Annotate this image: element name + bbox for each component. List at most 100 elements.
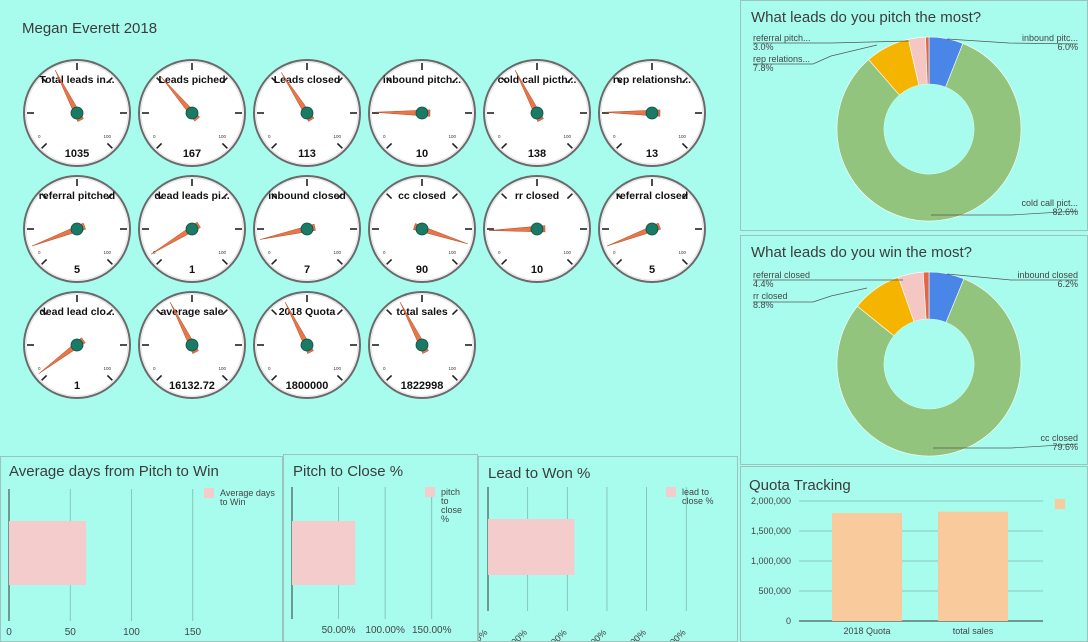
gauge-inner-ring: [485, 177, 589, 281]
x-tick-label: 10.00%: [540, 627, 569, 641]
gauge-max-label: 100: [448, 250, 456, 255]
gauge: total sales 0 100 1822998: [366, 289, 478, 401]
gauge-min-label: 0: [268, 134, 271, 139]
gauge-tick: [271, 142, 278, 149]
gauge-tick: [566, 193, 573, 200]
gauge-label: dead lead clo...: [39, 306, 114, 318]
gauge: rep relationsh... 0 100 13: [596, 57, 708, 169]
gauge-label: cold call picth...: [498, 74, 577, 86]
pitch-close-title: Pitch to Close %: [293, 463, 404, 480]
gauge: Leads closed 0 100 113: [251, 57, 363, 169]
x-tick-label: 2018 Quota: [843, 626, 890, 636]
gauge-value: 1: [189, 264, 195, 276]
gauge-max-label: 100: [448, 134, 456, 139]
gauge-tick: [616, 193, 623, 200]
gauge-dial: referral closed 0 100 5: [598, 175, 706, 283]
gauge-tick: [451, 193, 458, 200]
gauge-tick: [336, 77, 343, 84]
gauge-inner-ring: [485, 61, 589, 165]
gauge-tick: [451, 77, 458, 84]
legend-label: to: [441, 496, 449, 506]
gauge-inner-ring: [600, 61, 704, 165]
gauge-inner-ring: [25, 293, 129, 397]
gauge-value: 90: [416, 264, 428, 276]
gauge-tick: [336, 374, 343, 381]
x-tick-label: 50.00%: [322, 625, 356, 636]
gauge: 2018 Quota 0 100 1800000: [251, 289, 363, 401]
gauge-tick: [41, 374, 48, 381]
gauge-label: cc closed: [398, 190, 446, 202]
gauge-tick: [106, 193, 113, 200]
x-tick-label: total sales: [953, 626, 994, 636]
donut-label: cold call pict...: [1021, 198, 1078, 208]
gauge-dial: Leads closed 0 100 113: [253, 59, 361, 167]
y-tick-label: 0: [786, 616, 791, 626]
gauge-label: dead leads pi...: [154, 190, 229, 202]
gauge-tick: [451, 258, 458, 265]
legend-label: Average days: [220, 488, 275, 498]
gauge-max-label: 100: [333, 250, 341, 255]
gauge-tick: [501, 193, 508, 200]
pitch-donut-chart: inbound pitc...6.0% cold call pict...82.6…: [753, 33, 1079, 222]
gauge-max-label: 100: [218, 366, 226, 371]
donut-hole: [884, 84, 974, 174]
win-pie-panel: What leads do you win the most? inbound …: [740, 235, 1088, 465]
y-tick-label: 2,000,000: [751, 496, 791, 506]
gauge-value: 10: [416, 148, 428, 160]
gauge-inner-ring: [370, 293, 474, 397]
x-tick-label: 150.00%: [412, 625, 452, 636]
gauge-min-label: 0: [38, 250, 41, 255]
gauge-dial: 2018 Quota 0 100 1800000: [253, 291, 361, 399]
gauge-max-label: 100: [103, 366, 111, 371]
gauge-tick: [156, 142, 163, 149]
gauge-tick: [41, 77, 48, 84]
gauge-tick: [451, 309, 458, 316]
gauge-tick: [156, 193, 163, 200]
gauge-hub: [185, 106, 199, 120]
win-pie-title: What leads do you win the most?: [751, 244, 972, 261]
gauge-tick: [221, 193, 228, 200]
gauge-dial: inbound closed 0 100 7: [253, 175, 361, 283]
lead-won-chart: 0.00% 5.00% 10.00% 15.00% 20.00% 25.00% lead t…: [479, 487, 714, 641]
donut-label: inbound pitc...: [1022, 33, 1078, 43]
gauge-label: Leads piched: [158, 74, 225, 86]
donut-label: inbound closed: [1017, 270, 1078, 280]
donut-label: referral pitch...: [753, 33, 811, 43]
gauge-max-label: 100: [678, 134, 686, 139]
gauge-tick: [616, 77, 623, 84]
gauge-value: 1800000: [286, 380, 329, 392]
bar: [488, 519, 575, 575]
donut-leader-line: [931, 210, 1079, 216]
gauge-max-label: 100: [103, 250, 111, 255]
gauge-label: inbound closed: [268, 190, 346, 202]
gauge-tick: [386, 374, 393, 381]
legend-label: close %: [682, 496, 714, 506]
gauge: referral closed 0 100 5: [596, 173, 708, 285]
gauge-hub: [300, 106, 314, 120]
gauge-value: 113: [298, 148, 316, 160]
x-tick-label: 100.00%: [365, 625, 405, 636]
gauge-dial: total sales 0 100 1822998: [368, 291, 476, 399]
gauge-hub: [300, 338, 314, 352]
y-tick-label: 500,000: [758, 586, 791, 596]
gauge: inbound closed 0 100 7: [251, 173, 363, 285]
gauge: Total leads in... 0 100 1035: [21, 57, 133, 169]
x-tick-label: 150: [184, 627, 201, 638]
bar: [938, 511, 1008, 621]
legend-swatch: [1055, 499, 1065, 509]
gauge-tick: [106, 374, 113, 381]
gauge: cc closed 0 100 90: [366, 173, 478, 285]
pitch-close-panel: Pitch to Close % 50.00% 100.00% 150.00% pit…: [283, 454, 478, 642]
gauge-dial: Leads piched 0 100 167: [138, 59, 246, 167]
x-tick-label: 0: [6, 627, 12, 638]
x-tick-label: 100: [123, 627, 140, 638]
gauge-inner-ring: [370, 177, 474, 281]
gauge-hub: [185, 222, 199, 236]
x-tick-label: 0.00%: [479, 627, 489, 641]
gauge-tick: [106, 309, 113, 316]
gauge-hub: [645, 106, 659, 120]
gauge-inner-ring: [255, 177, 359, 281]
gauge-tick: [221, 258, 228, 265]
gauge-value: 1822998: [401, 380, 444, 392]
